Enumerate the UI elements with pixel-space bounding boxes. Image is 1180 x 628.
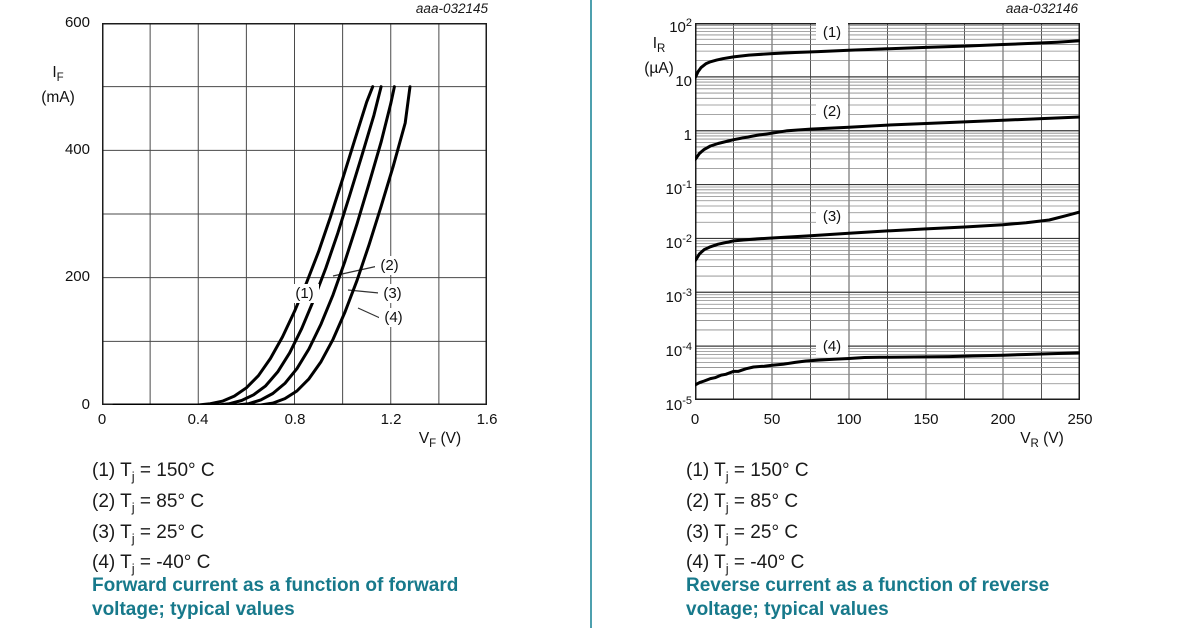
legend-item: (3) Tj = 25° C [92, 521, 205, 546]
plot-id-right: aaa-032146 [1005, 1, 1078, 16]
legend-item: (1) Tj = 150° C [92, 460, 215, 484]
curve-label-1: (1) [816, 23, 848, 42]
y-tick: 1 [683, 127, 692, 144]
x-tick: 50 [763, 411, 781, 428]
y-tick: 102 [669, 17, 692, 36]
curve-label-2: (2) [816, 102, 848, 121]
curve-label-1: (1) [290, 284, 319, 303]
x-tick: 250 [1067, 411, 1093, 428]
y-axis-symbol-right: IR [652, 35, 666, 56]
x-tick: 100 [836, 411, 862, 428]
x-tick: 150 [913, 411, 939, 428]
curve-label-3: (3) [816, 207, 848, 226]
x-tick: 1.6 [476, 411, 498, 428]
reverse-current-chart [695, 23, 1080, 400]
y-tick: 10-2 [665, 233, 692, 252]
panel-divider [590, 0, 592, 628]
y-axis-title-left: IF (mA) [26, 63, 90, 108]
x-tick: 0.4 [187, 411, 209, 428]
y-axis-unit-left: (mA) [41, 89, 75, 107]
legend-item: (2) Tj = 85° C [686, 490, 799, 515]
y-tick: 10-5 [665, 395, 692, 414]
y-tick: 400 [64, 141, 90, 158]
y-axis-title-right: IR (µA) [628, 34, 690, 79]
x-axis-title-right: VR (V) [1020, 430, 1064, 451]
y-tick: 10-4 [665, 341, 692, 360]
y-tick: 10 [675, 73, 692, 90]
y-tick: 10-3 [665, 287, 692, 306]
curve-label-2: (2) [375, 256, 404, 275]
x-axis-title-left: VF (V) [418, 430, 462, 451]
curve-label-4: (4) [379, 308, 408, 327]
x-tick: 1.2 [380, 411, 402, 428]
forward-current-chart [102, 23, 487, 405]
legend-item: (3) Tj = 25° C [686, 521, 799, 546]
y-axis-unit-right: (µA) [644, 60, 674, 78]
plot-id-left: aaa-032145 [415, 1, 488, 16]
y-tick: 600 [64, 14, 90, 31]
figure-caption-right: Reverse current as a function of reverse… [686, 575, 1050, 620]
legend-item: (2) Tj = 85° C [92, 490, 205, 515]
legend-left: (1) Tj = 150° C (2) Tj = 85° C (3) Tj = … [92, 458, 215, 581]
x-tick: 0 [97, 411, 107, 428]
x-tick: 0.8 [284, 411, 306, 428]
y-tick: 200 [64, 268, 90, 285]
legend-item: (1) Tj = 150° C [686, 460, 809, 484]
figure-caption-left: Forward current as a function of forward… [92, 575, 459, 620]
y-axis-symbol-left: IF [52, 64, 64, 85]
y-tick: 0 [81, 396, 90, 413]
curve-label-3: (3) [378, 284, 407, 303]
y-tick: 10-1 [665, 179, 692, 198]
curve-label-4: (4) [816, 337, 848, 356]
legend-item: (4) Tj = -40° C [686, 552, 805, 577]
legend-right: (1) Tj = 150° C (2) Tj = 85° C (3) Tj = … [686, 458, 809, 581]
x-tick: 0 [690, 411, 700, 428]
x-tick: 200 [990, 411, 1016, 428]
legend-item: (4) Tj = -40° C [92, 552, 211, 577]
